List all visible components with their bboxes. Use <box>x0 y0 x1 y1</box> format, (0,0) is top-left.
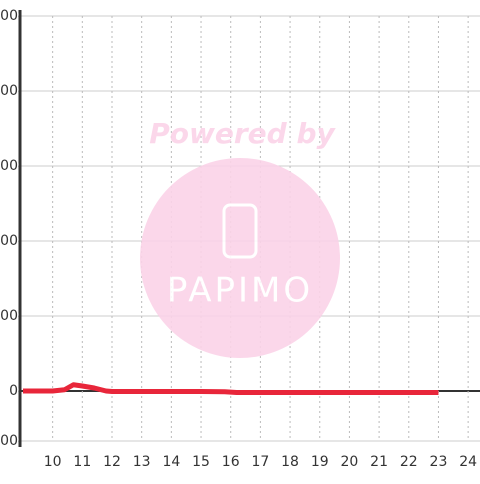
y-tick-label: 60,000 <box>0 233 18 249</box>
x-tick-label: 23 <box>430 454 448 470</box>
x-tick-label: 12 <box>103 454 121 470</box>
y-tick-label: 0 <box>9 383 18 399</box>
y-tick-label: 30,000 <box>0 308 18 324</box>
x-tick-label: 10 <box>44 454 62 470</box>
line <box>22 382 439 395</box>
x-tick-label: 22 <box>400 454 418 470</box>
x-tick-label: 19 <box>311 454 329 470</box>
y-tick-label: -20,000 <box>0 433 18 449</box>
x-tick-label: 24 <box>459 454 477 470</box>
x-tick-label: 14 <box>162 454 180 470</box>
y-tick-label: 150,000 <box>0 8 18 24</box>
x-tick-label: 15 <box>192 454 210 470</box>
x-tick-label: 13 <box>133 454 151 470</box>
watermark-title: Powered by <box>149 117 336 150</box>
watermark-logo: PAPIMO <box>167 271 313 311</box>
x-tick-label: 20 <box>341 454 359 470</box>
plot: 10 11 12 13 14 15 16 17 18 19 20 21 22 23 24 <box>16 10 480 470</box>
x-tick-label: 17 <box>251 454 269 470</box>
x-tick-label: 21 <box>370 454 388 470</box>
x-tick-label: 16 <box>222 454 240 470</box>
y-tick-label: 120,000 <box>0 83 18 99</box>
watermark: Powered by PAPIMO <box>140 117 340 358</box>
x-tick-label: 18 <box>281 454 299 470</box>
watermark-phone <box>222 203 258 259</box>
x-tick-label: 11 <box>73 454 91 470</box>
y-tick-label: 90,000 <box>0 158 18 174</box>
